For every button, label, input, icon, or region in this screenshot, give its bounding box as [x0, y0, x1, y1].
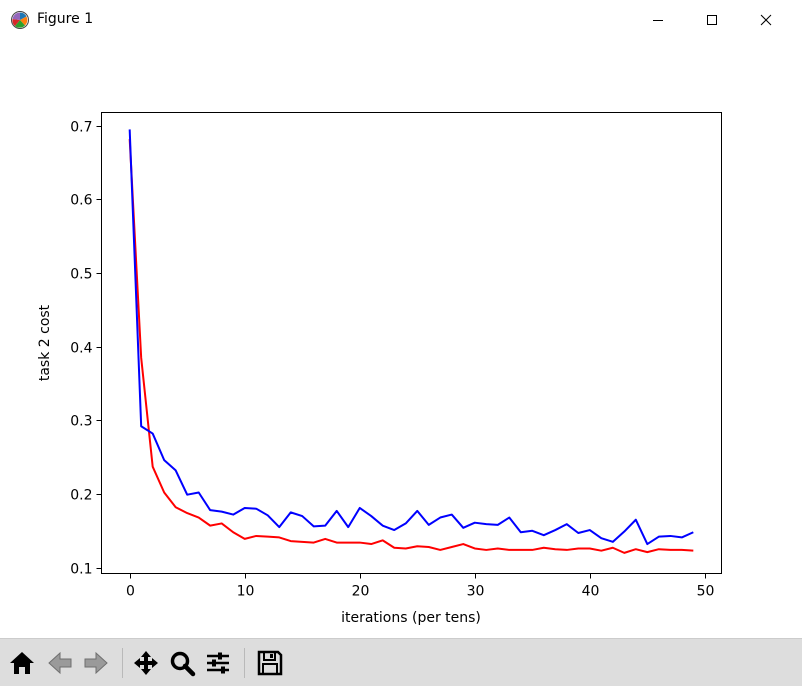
y-tick-label: 0.6	[70, 193, 92, 209]
zoom-icon	[170, 651, 196, 677]
line-chart: 0 10 20 30 40 50 0.1 0.2 0.3 0.4 0.5 0.6 0.7 iterat…	[0, 40, 802, 638]
y-axis-label: task 2 cost	[37, 304, 53, 381]
x-axis-label: iterations (per tens)	[341, 610, 481, 626]
x-tick-label: 20	[352, 584, 370, 600]
series-line-2	[128, 129, 694, 546]
y-tick-label: 0.5	[70, 267, 92, 283]
forward-button[interactable]	[80, 647, 112, 679]
back-arrow-icon	[48, 651, 72, 675]
matplotlib-icon	[11, 11, 29, 29]
pan-button[interactable]	[130, 647, 162, 679]
maximize-button[interactable]	[689, 0, 735, 40]
forward-arrow-icon	[84, 651, 108, 675]
toolbar-separator	[244, 648, 245, 678]
x-ticks: 0 10 20 30 40 50	[126, 573, 715, 600]
y-ticks: 0.1 0.2 0.3 0.4 0.5 0.6 0.7	[70, 120, 102, 578]
series-layer	[128, 129, 694, 554]
zoom-button[interactable]	[166, 647, 198, 679]
minimize-button[interactable]	[635, 0, 681, 40]
series-line-1	[128, 138, 694, 554]
toolbar-separator	[122, 648, 123, 678]
pan-icon	[134, 651, 158, 675]
navigation-toolbar	[0, 638, 802, 686]
maximize-icon	[707, 15, 717, 25]
y-tick-label: 0.3	[70, 414, 92, 430]
configure-subplots-icon	[207, 652, 229, 674]
back-button[interactable]	[44, 647, 76, 679]
x-tick-label: 50	[697, 584, 715, 600]
window-title: Figure 1	[37, 11, 94, 27]
x-tick-label: 0	[126, 584, 135, 600]
x-tick-label: 40	[582, 584, 600, 600]
y-tick-label: 0.4	[70, 341, 92, 357]
y-tick-label: 0.2	[70, 488, 92, 504]
axes-frame	[101, 112, 722, 574]
home-button[interactable]	[6, 647, 38, 679]
save-button[interactable]	[254, 647, 286, 679]
close-button[interactable]	[743, 0, 789, 40]
y-tick-label: 0.1	[70, 562, 92, 578]
x-tick-label: 30	[467, 584, 485, 600]
configure-subplots-button[interactable]	[202, 647, 234, 679]
y-tick-label: 0.7	[70, 120, 92, 136]
close-icon	[760, 14, 772, 26]
minimize-icon	[653, 20, 663, 21]
save-icon	[257, 650, 283, 676]
home-icon	[10, 652, 34, 674]
x-tick-label: 10	[237, 584, 255, 600]
figure-canvas: 0 10 20 30 40 50 0.1 0.2 0.3 0.4 0.5 0.6 0.7 iterat…	[0, 40, 802, 638]
window-titlebar: Figure 1	[0, 0, 802, 40]
